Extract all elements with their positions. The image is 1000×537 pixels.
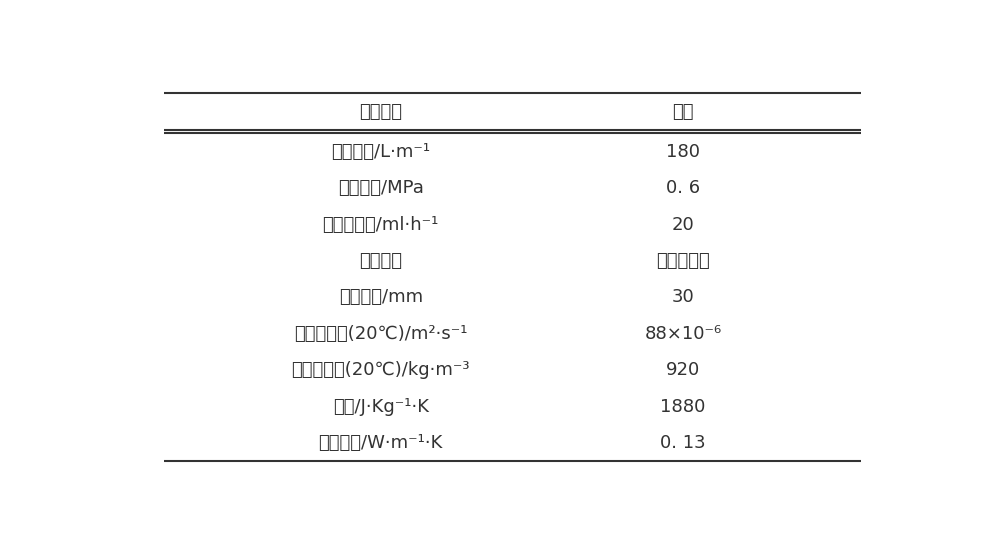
Text: 空气流量/L·m⁻¹: 空气流量/L·m⁻¹ [331, 143, 430, 161]
Text: 数值: 数值 [672, 103, 694, 121]
Text: 导热系数/W·m⁻¹·K: 导热系数/W·m⁻¹·K [319, 434, 443, 452]
Text: 0. 13: 0. 13 [660, 434, 706, 452]
Text: 供液方位: 供液方位 [359, 252, 402, 270]
Text: 润滑油密度(20℃)/kg·m⁻³: 润滑油密度(20℃)/kg·m⁻³ [292, 361, 470, 379]
Text: 1880: 1880 [660, 398, 706, 416]
Text: 空气压力/MPa: 空气压力/MPa [338, 179, 424, 197]
Text: 润滑油流量/ml·h⁻¹: 润滑油流量/ml·h⁻¹ [323, 215, 439, 234]
Text: 润滑油粘度(20℃)/m²·s⁻¹: 润滑油粘度(20℃)/m²·s⁻¹ [294, 325, 468, 343]
Text: 920: 920 [666, 361, 700, 379]
Text: 0. 6: 0. 6 [666, 179, 700, 197]
Text: 20: 20 [672, 215, 694, 234]
Text: 180: 180 [666, 143, 700, 161]
Text: 供液距离/mm: 供液距离/mm [339, 288, 423, 307]
Text: 参数名称: 参数名称 [359, 103, 402, 121]
Text: 88×10⁻⁶: 88×10⁻⁶ [644, 325, 722, 343]
Text: 比热/J·Kg⁻¹·K: 比热/J·Kg⁻¹·K [333, 398, 429, 416]
Text: 垂直前刀面: 垂直前刀面 [656, 252, 710, 270]
Text: 30: 30 [672, 288, 694, 307]
